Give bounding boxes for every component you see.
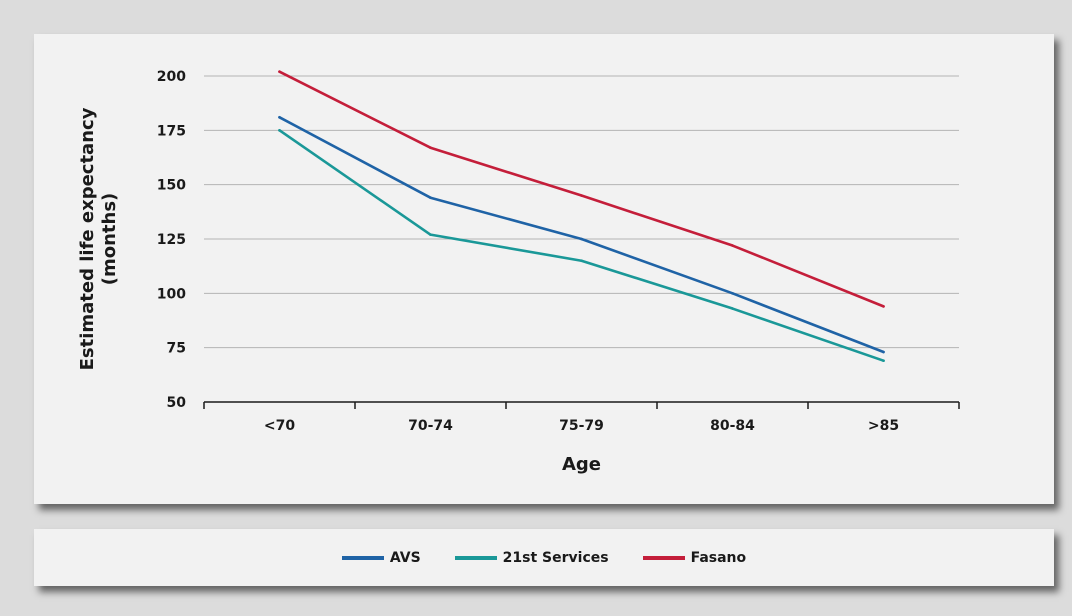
- line-chart: 50 75 100 125 150 175 200 <70 70-74 75-79 80-84 >85…: [77, 69, 960, 475]
- legend: AVS 21st Services Fasano: [34, 529, 1054, 586]
- legend-label: Fasano: [690, 549, 747, 566]
- data-point: [429, 146, 432, 150]
- data-point: [580, 259, 583, 263]
- series-line-fasano: [278, 70, 885, 308]
- x-tick-label: <70: [264, 418, 295, 434]
- legend-item: Fasano: [642, 549, 747, 566]
- legend-panel: AVS 21st Services Fasano: [34, 529, 1054, 586]
- data-point: [882, 359, 885, 363]
- data-point: [580, 194, 583, 197]
- legend-swatch: [454, 555, 497, 560]
- x-tick-label: 80-84: [710, 418, 755, 434]
- data-point: [278, 129, 281, 132]
- data-point: [731, 307, 734, 310]
- legend-label: AVS: [389, 549, 421, 566]
- x-tick-label: 75-79: [559, 418, 604, 434]
- data-point: [580, 237, 583, 241]
- data-point: [278, 115, 281, 119]
- data-point: [278, 70, 281, 73]
- y-tick-label: 150: [157, 178, 186, 194]
- y-tick-label: 75: [167, 341, 186, 357]
- series-line-avs: [278, 115, 885, 354]
- data-point: [731, 292, 734, 295]
- legend-swatch: [642, 555, 685, 560]
- data-point: [429, 196, 432, 200]
- x-tick-label: >85: [868, 418, 899, 434]
- data-point: [429, 233, 432, 236]
- y-axis-title: Estimated life expectancy(months): [77, 107, 120, 370]
- x-axis: [203, 401, 960, 409]
- legend-item: AVS: [341, 549, 421, 566]
- legend-swatch: [341, 555, 384, 560]
- chart-panel: 50 75 100 125 150 175 200 <70 70-74 75-79 80-84 >85…: [34, 34, 1054, 504]
- series-lines: [278, 70, 885, 363]
- x-axis-title: Age: [562, 454, 601, 475]
- y-tick-label: 125: [157, 232, 186, 248]
- tick-labels: 50 75 100 125 150 175 200 <70 70-74 75-79 80-84 >85: [157, 69, 899, 434]
- y-tick-label: 50: [167, 395, 187, 411]
- y-tick-label: 100: [157, 286, 186, 302]
- data-point: [882, 350, 885, 354]
- legend-label: 21st Services: [502, 549, 609, 566]
- legend-item: 21st Services: [454, 549, 609, 566]
- grid-lines: [204, 75, 959, 349]
- x-tick-label: 70-74: [408, 418, 453, 434]
- data-point: [882, 305, 885, 308]
- y-tick-label: 175: [157, 123, 186, 139]
- y-tick-label: 200: [157, 69, 186, 85]
- data-point: [731, 244, 734, 247]
